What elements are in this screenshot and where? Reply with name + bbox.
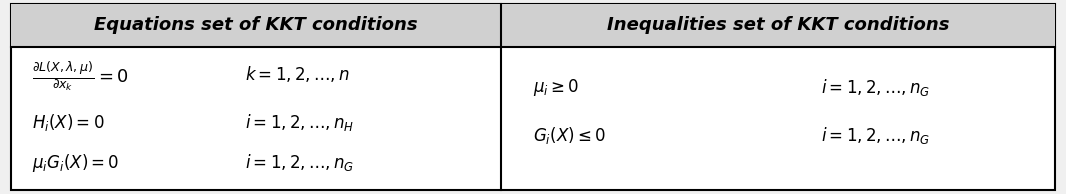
Text: $\mu_i G_i(X) = 0$: $\mu_i G_i(X) = 0$ xyxy=(32,152,119,174)
Text: $\frac{\partial L(X, \lambda, \mu)}{\partial x_k} = 0$: $\frac{\partial L(X, \lambda, \mu)}{\par… xyxy=(32,61,129,94)
Text: $\mu_i \geq 0$: $\mu_i \geq 0$ xyxy=(533,77,580,98)
Text: $i = 1, 2, \ldots, n_G$: $i = 1, 2, \ldots, n_G$ xyxy=(821,125,931,146)
FancyBboxPatch shape xyxy=(501,4,1055,47)
FancyBboxPatch shape xyxy=(11,4,501,47)
Text: Equations set of KKT conditions: Equations set of KKT conditions xyxy=(94,16,418,34)
Text: $i = 1, 2, \ldots, n_H$: $i = 1, 2, \ldots, n_H$ xyxy=(245,112,355,133)
Text: $H_i(X) = 0$: $H_i(X) = 0$ xyxy=(32,112,104,133)
Text: $i = 1, 2, \ldots, n_G$: $i = 1, 2, \ldots, n_G$ xyxy=(821,77,931,98)
FancyBboxPatch shape xyxy=(11,4,1055,190)
Text: $k = 1, 2, \ldots, n$: $k = 1, 2, \ldots, n$ xyxy=(245,64,350,84)
Text: $G_i(X) \leq 0$: $G_i(X) \leq 0$ xyxy=(533,125,605,146)
Text: Inequalities set of KKT conditions: Inequalities set of KKT conditions xyxy=(607,16,950,34)
Text: $i = 1, 2, \ldots, n_G$: $i = 1, 2, \ldots, n_G$ xyxy=(245,152,355,173)
